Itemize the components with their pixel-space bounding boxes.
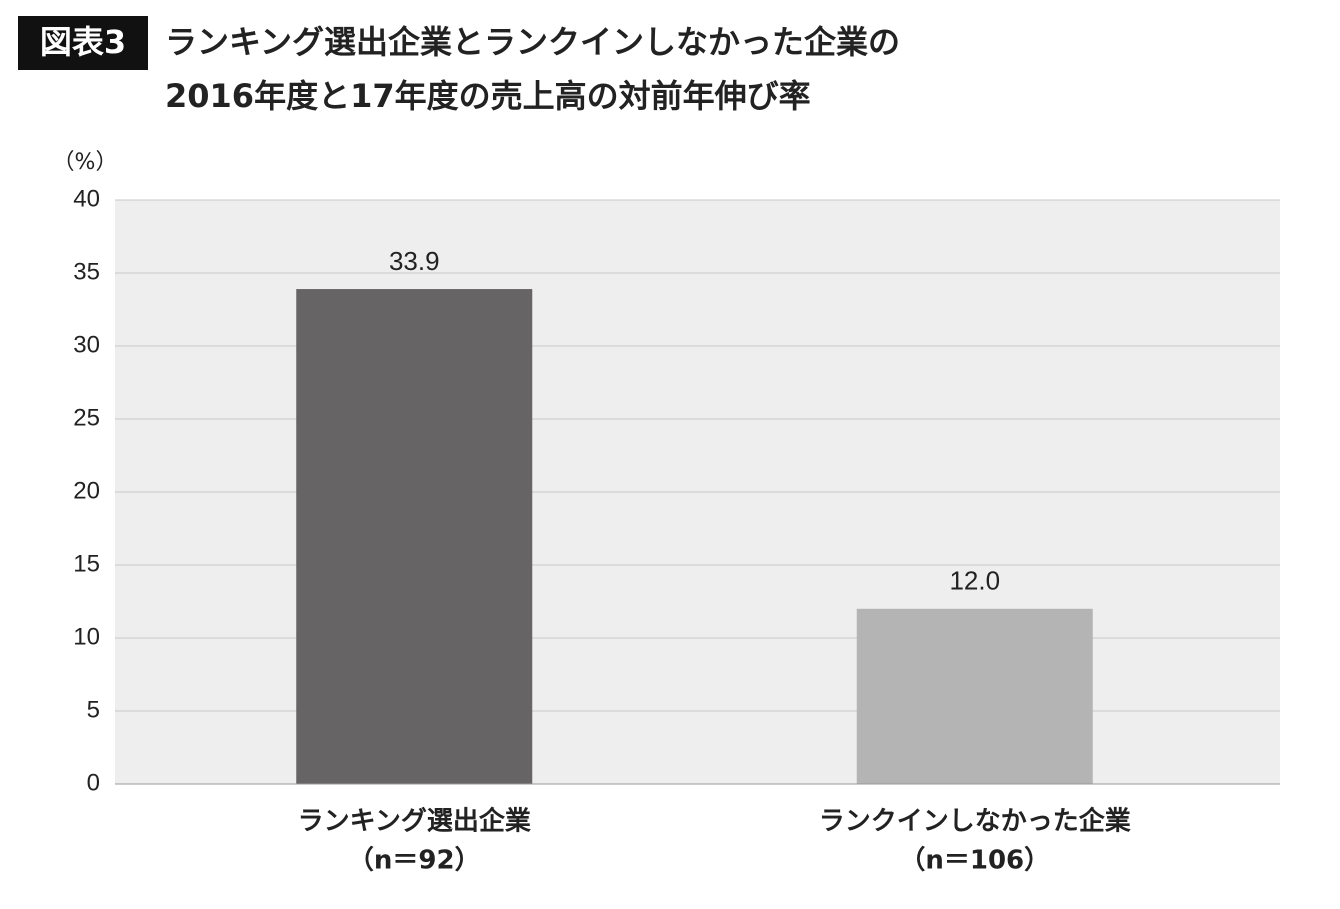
y-tick-label: 25: [73, 404, 100, 431]
value-label: 12.0: [949, 566, 1000, 596]
y-tick-label: 20: [73, 477, 100, 504]
y-tick-label: 0: [87, 769, 100, 796]
bar: [296, 289, 533, 784]
y-tick-label: 10: [73, 623, 100, 650]
y-tick-label: 30: [73, 331, 100, 358]
y-unit: （%）: [53, 150, 118, 175]
badge: 図表3: [40, 23, 126, 61]
bar: [856, 608, 1093, 784]
chart-title: ランキング選出企業とランクインしなかった企業の: [165, 23, 900, 61]
badge-box: [18, 16, 148, 70]
x-tick-label: ランキング選出企業: [298, 806, 531, 837]
y-tick-label: 15: [73, 550, 100, 577]
y-tick-label: 35: [73, 258, 100, 285]
y-tick-label: 40: [73, 185, 100, 212]
chart-title: 2016年度と17年度の売上高の対前年伸び率: [165, 77, 811, 115]
x-tick-label: ランクインしなかった企業: [819, 806, 1131, 837]
y-tick-label: 5: [87, 696, 100, 723]
x-tick-note: （n＝106）: [899, 846, 1050, 876]
x-tick-note: （n＝92）: [348, 846, 481, 876]
value-label: 33.9: [389, 246, 440, 276]
